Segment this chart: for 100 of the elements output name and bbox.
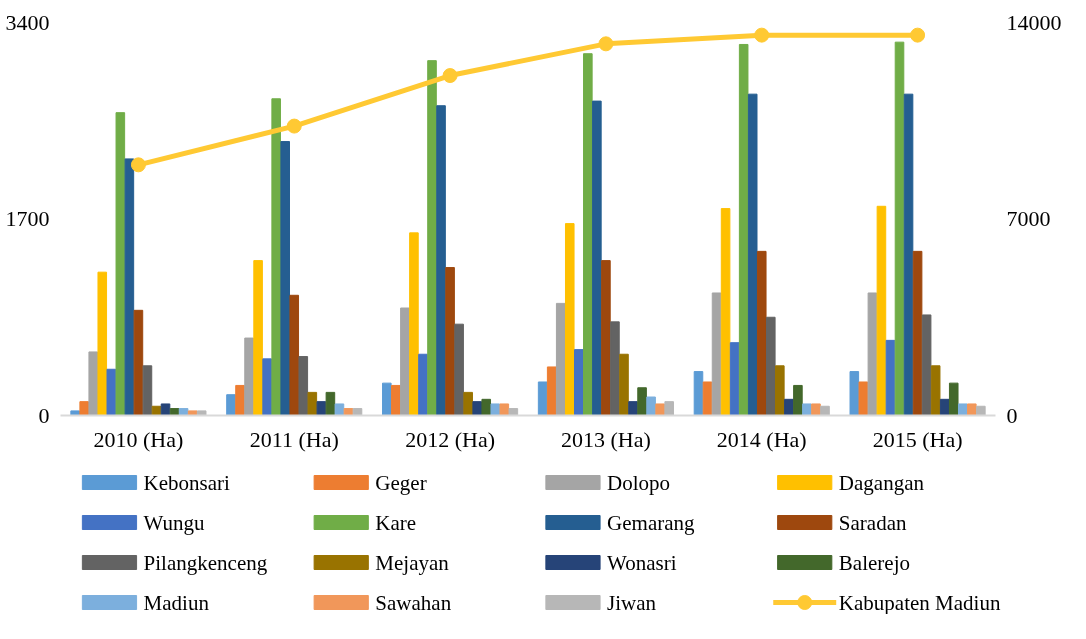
x-tick-label: 2014 (Ha) <box>716 426 807 452</box>
legend-label: Geger <box>375 470 427 495</box>
legend-label: Sawahan <box>375 590 452 615</box>
bar <box>546 366 557 416</box>
bar <box>793 384 803 416</box>
bar <box>97 271 108 416</box>
bar <box>454 323 464 416</box>
bar <box>436 105 446 416</box>
legend-label: Kabupaten Madiun <box>838 590 1001 615</box>
bar <box>976 405 986 416</box>
bar <box>912 250 923 416</box>
bar <box>619 353 629 416</box>
bar <box>343 408 354 416</box>
bar <box>352 408 363 416</box>
bar <box>894 41 905 416</box>
x-tick-label: 2013 (Ha) <box>561 426 651 452</box>
legend-label: Kebonsari <box>143 470 231 495</box>
bar <box>948 382 959 416</box>
bar <box>610 321 620 416</box>
bar <box>307 391 318 416</box>
bar <box>555 302 566 416</box>
x-tick-label: 2010 (Ha) <box>93 426 184 452</box>
bar <box>481 398 492 416</box>
bar <box>133 309 144 416</box>
point <box>598 36 614 52</box>
y2-tick-label: 0 <box>1006 402 1018 428</box>
bar <box>499 403 510 416</box>
bar <box>70 410 80 416</box>
bar <box>334 403 345 416</box>
bar <box>720 208 731 416</box>
bar <box>124 158 135 416</box>
x-tick-label: 2011 (Ha) <box>249 426 339 452</box>
bar <box>930 365 941 416</box>
bar <box>235 384 245 416</box>
legend-label: Balerejo <box>838 550 910 575</box>
bar <box>849 371 860 416</box>
bar <box>160 403 171 416</box>
legend-label: Madiun <box>143 590 210 615</box>
bar <box>391 384 401 416</box>
bar <box>196 410 207 416</box>
legend-label: Wonasri <box>607 550 677 575</box>
bar <box>316 401 327 416</box>
bar <box>325 391 336 416</box>
bar <box>142 365 153 416</box>
bar <box>169 408 180 416</box>
bar <box>702 381 713 416</box>
bar <box>921 314 932 416</box>
bar <box>628 401 638 416</box>
point <box>442 68 458 84</box>
bar <box>820 405 830 416</box>
bar <box>409 232 419 416</box>
point <box>286 118 302 134</box>
bar <box>574 349 584 416</box>
bar <box>418 353 428 416</box>
bar <box>88 351 99 416</box>
legend-label: Mejayan <box>375 550 450 575</box>
point <box>130 157 146 173</box>
bar <box>280 141 290 416</box>
y-tick-label: 1700 <box>5 206 50 231</box>
legend-label: Dolopo <box>607 470 671 495</box>
point <box>910 27 926 43</box>
bar <box>637 387 647 416</box>
bar <box>178 408 189 416</box>
bar <box>756 250 767 416</box>
bar <box>957 403 968 416</box>
legend-label: Saradan <box>838 510 907 535</box>
bar <box>115 112 126 416</box>
bar <box>79 401 89 416</box>
point <box>754 27 770 43</box>
bar <box>445 267 455 416</box>
y-tick-label: 3400 <box>5 9 50 35</box>
bar <box>885 339 896 416</box>
bar <box>858 381 869 416</box>
bar <box>244 337 254 416</box>
legend-label: Wungu <box>143 510 206 535</box>
x-tick-label: 2012 (Ha) <box>405 426 495 452</box>
bar <box>490 403 501 416</box>
bar <box>646 396 656 416</box>
legend-label: Kare <box>375 510 417 535</box>
y2-tick-label: 7000 <box>1006 206 1051 231</box>
bar <box>711 292 722 416</box>
y-tick-label: 0 <box>38 402 50 428</box>
bar <box>811 403 821 416</box>
bar <box>903 93 914 416</box>
bar <box>298 356 309 416</box>
bar <box>967 403 977 416</box>
bar <box>729 342 740 416</box>
bar <box>601 260 611 416</box>
y2-tick-label: 14000 <box>1006 9 1062 35</box>
bar <box>472 401 482 416</box>
bar <box>738 43 749 416</box>
legend-label: Dagangan <box>838 470 925 495</box>
x-tick-label: 2015 (Ha) <box>872 426 963 452</box>
bar <box>271 98 281 416</box>
bar <box>592 100 602 416</box>
bar <box>187 410 198 416</box>
bar <box>106 368 117 416</box>
bar <box>867 292 878 416</box>
bar <box>382 382 392 416</box>
bar <box>693 371 704 416</box>
